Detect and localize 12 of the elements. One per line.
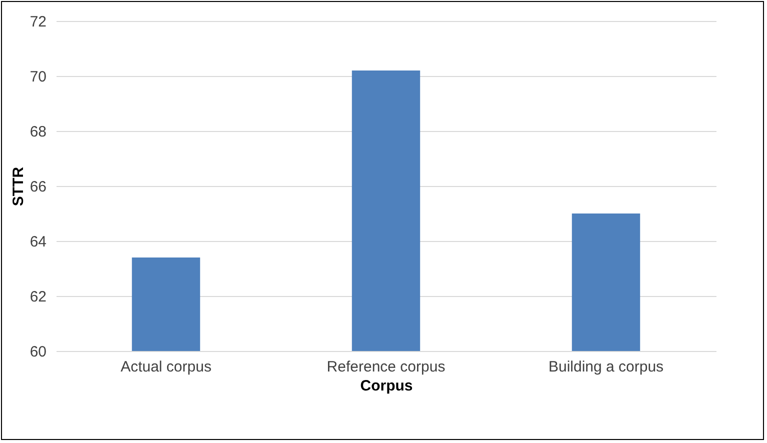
y-tick-label: 70 [30, 68, 46, 86]
x-axis-title: Corpus [360, 378, 413, 394]
y-tick-label: 68 [30, 124, 46, 140]
x-tick-label: Reference corpus [326, 358, 446, 376]
x-tick-label: Actual corpus [120, 358, 212, 376]
y-tick-label: 66 [30, 178, 46, 196]
y-tick-label: 62 [30, 288, 46, 306]
y-tick-label: 64 [30, 234, 46, 250]
y-tick-label: 60 [30, 344, 46, 360]
y-tick-label: 72 [30, 14, 46, 30]
x-tick-label: Building a corpus [548, 358, 664, 376]
y-axis-title: STTR [10, 166, 27, 206]
